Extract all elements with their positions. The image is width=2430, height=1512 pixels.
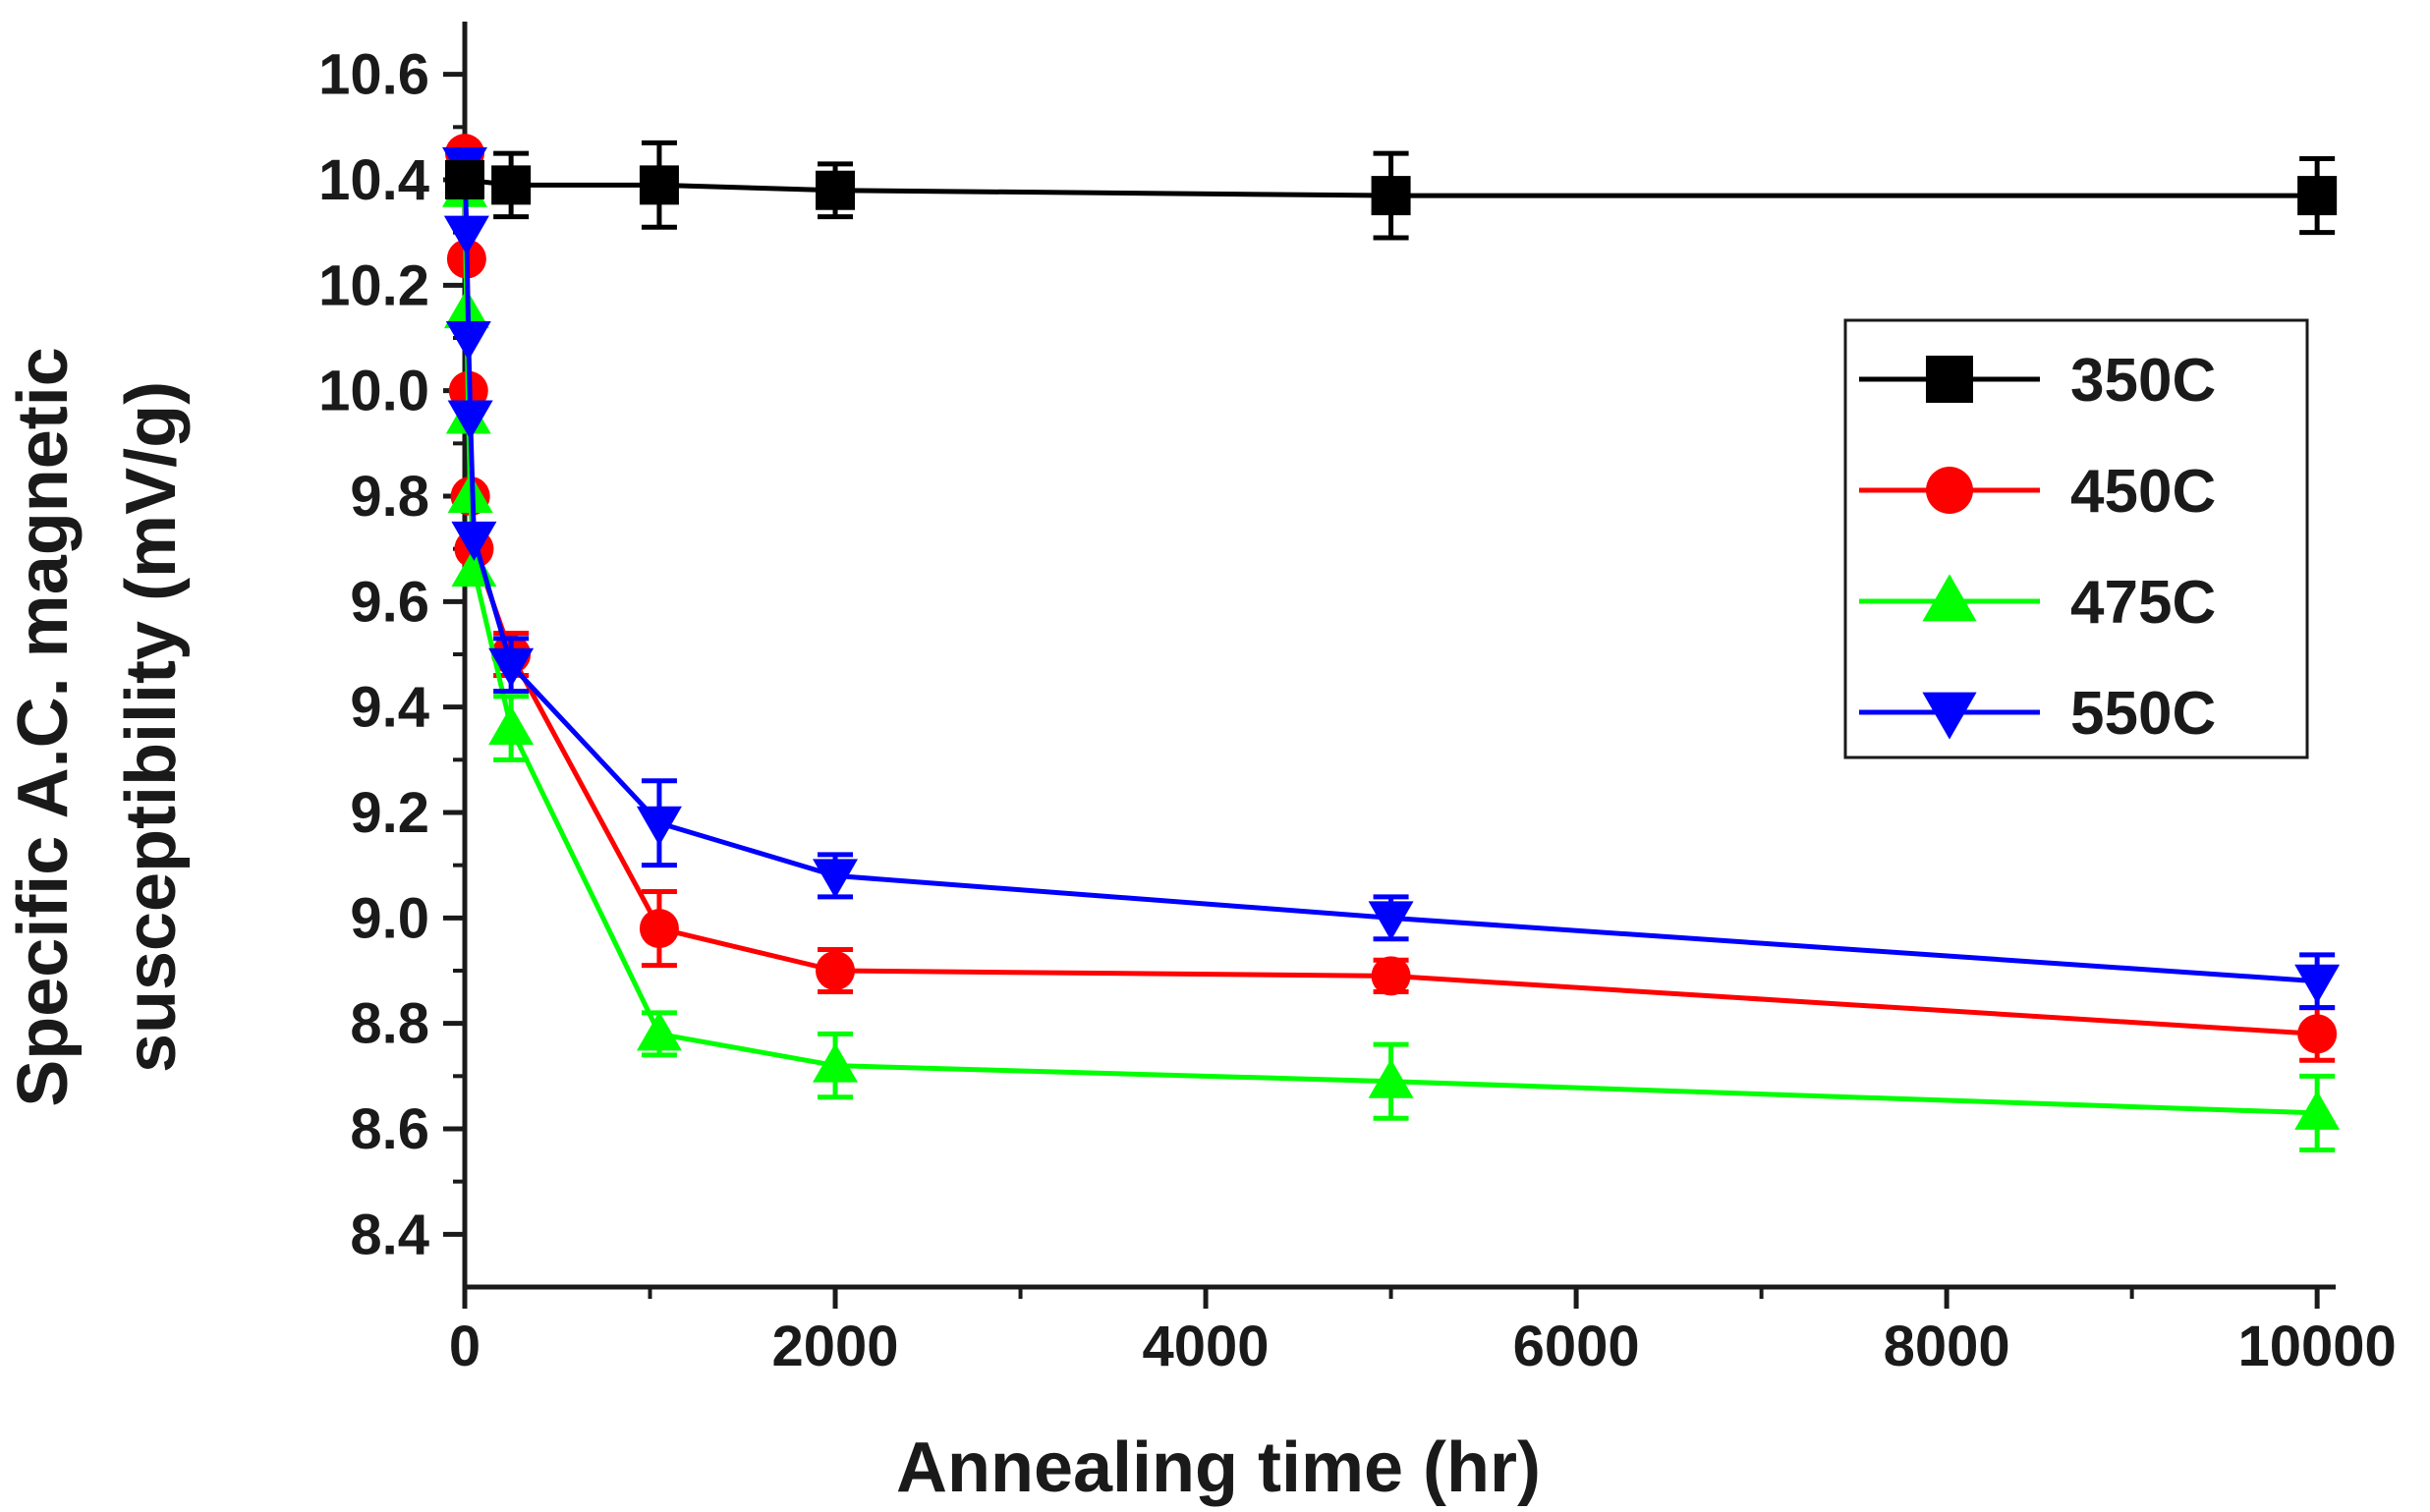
data-point-triangle-down <box>1922 692 1977 740</box>
data-point-circle <box>816 951 856 990</box>
x-tick-label: 0 <box>449 1315 480 1378</box>
y-tick-label: 9.6 <box>350 570 429 634</box>
data-point-triangle-down <box>445 321 491 361</box>
data-point-circle <box>1371 956 1411 996</box>
series-550C <box>442 146 2341 1011</box>
y-tick-label: 9.8 <box>350 465 429 529</box>
data-point-triangle-up <box>1368 1058 1414 1098</box>
data-point-square <box>445 160 484 199</box>
data-point-square <box>491 165 532 205</box>
legend-box <box>1843 318 2309 759</box>
data-point-triangle-up <box>1922 574 1977 622</box>
data-point-square <box>1371 176 1411 216</box>
x-tick-label: 10000 <box>2238 1315 2397 1378</box>
data-point-triangle-up <box>2294 1090 2341 1130</box>
y-axis-title-line-2: susceptibility (mV/g) <box>112 381 191 1073</box>
x-tick-label: 2000 <box>772 1315 899 1378</box>
axes: 8.4 8.6 8.8 9.0 9.2 9.4 9.6 9.8 10.0 10.2 10.4 10.6… <box>318 22 2397 1378</box>
data-point-circle <box>639 909 679 949</box>
series-line <box>462 163 2318 984</box>
x-tick-label: 8000 <box>1884 1315 2010 1378</box>
x-tick-label: 6000 <box>1513 1315 1640 1378</box>
legend-label-475C: 475C <box>2070 569 2216 637</box>
data-point-circle <box>2297 1014 2338 1054</box>
y-tick-label: 10.0 <box>318 360 429 423</box>
x-axis-title: Annealing time (hr) <box>896 1428 1541 1507</box>
data-point-triangle-down <box>447 400 493 440</box>
y-tick-label: 9.0 <box>350 886 429 950</box>
data-point-triangle-down <box>451 521 497 561</box>
series-350C <box>445 140 2338 241</box>
data-point-square <box>639 165 679 205</box>
legend-label-450C: 450C <box>2070 458 2216 526</box>
x-tick-label: 4000 <box>1143 1315 1270 1378</box>
y-tick-label: 8.8 <box>350 992 429 1056</box>
legend-label-350C: 350C <box>2070 347 2216 415</box>
y-tick-label: 10.2 <box>318 253 429 317</box>
y-tick-label: 8.6 <box>350 1097 429 1161</box>
y-tick-label: 10.6 <box>318 43 429 107</box>
data-point-triangle-down <box>2294 964 2341 1004</box>
data-point-triangle-down <box>443 215 489 255</box>
y-tick-label: 10.4 <box>318 148 429 212</box>
legend: 350C 450C 475C 550C <box>1843 318 2309 759</box>
y-tick-label: 9.4 <box>350 676 429 740</box>
y-axis-title-line-1: Specific A.C. magnetic <box>4 347 83 1107</box>
data-point-triangle-up <box>636 1011 682 1051</box>
data-point-triangle-down <box>488 647 535 688</box>
data-point-triangle-up <box>488 705 535 746</box>
y-tick-label: 8.4 <box>350 1203 429 1266</box>
data-point-triangle-down <box>1368 901 1414 941</box>
data-point-square <box>2297 176 2338 216</box>
legend-label-550C: 550C <box>2070 680 2216 748</box>
data-point-circle <box>1926 467 1973 514</box>
data-point-triangle-down <box>636 806 682 846</box>
data-point-triangle-down <box>813 859 859 899</box>
data-point-square <box>1926 356 1973 403</box>
y-tick-label: 9.2 <box>350 781 429 845</box>
data-point-triangle-up <box>813 1042 859 1083</box>
data-point-square <box>816 170 856 210</box>
